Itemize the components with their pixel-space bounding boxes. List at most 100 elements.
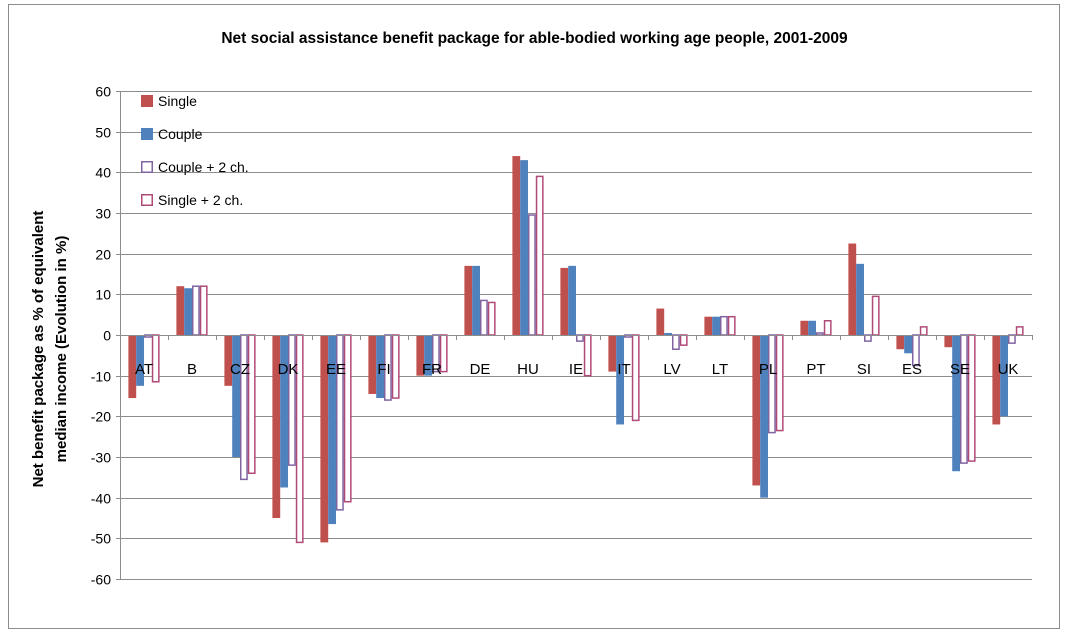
bar-B-couple-2-ch [192,285,200,336]
bar-HU-couple [520,160,528,335]
x-tick-label: PL [759,361,777,378]
y-tick-label: -30 [91,450,111,466]
y-tick-label: 40 [95,165,111,181]
bars [128,156,1024,544]
legend-swatch [141,161,153,173]
y-tick-label: -20 [91,409,111,425]
bar-LV-couple [664,332,672,335]
bar-SI-single [848,243,857,335]
bar-FR-single [416,335,425,376]
x-tick-label: FR [422,361,442,378]
bar-B-couple [184,288,192,335]
legend-label: Couple [158,126,203,142]
y-tick-label: 0 [103,328,111,344]
chart-title: Net social assistance benefit package fo… [221,30,848,47]
bar-B-single [176,286,185,335]
legend-swatch [141,128,153,140]
x-tick-label: DK [278,361,299,378]
bar-IE-couple [568,265,576,335]
axes: -60 -50 -40 -30 -20 -10 0 10 20 30 40 50 60 AT B CZ DK EE… [91,84,1033,588]
bar-IT-couple [616,335,624,425]
bar-UK-single [992,335,1001,425]
bar-SI-single-2-ch [871,295,880,336]
bar-CZ-single [224,335,233,386]
y-tick-label: 30 [95,206,111,222]
bar-DE-couple [472,265,480,335]
bar-DE-single-2-ch [487,301,496,336]
bar-CZ-couple [232,335,240,457]
x-tick-label: LV [663,361,680,378]
bar-SE-couple-2-ch [960,334,968,464]
x-tick-label: SE [950,361,970,378]
bar-LV-single [656,308,665,335]
legend-label: Single [158,93,197,109]
bar-PL-couple [760,335,768,498]
y-axis-label-line1: Net benefit package as % of equivalent [30,211,47,488]
legend-item: Couple [141,126,203,142]
bar-SE-single-2-ch [967,334,976,462]
bar-LT-couple [712,316,720,335]
y-axis-label-line2: median income (Evolution in %) [53,236,70,463]
bar-UK-couple [1000,335,1008,417]
legend-item: Single [141,93,197,109]
x-tick-label: UK [998,361,1019,378]
x-tick-label: SI [857,361,871,378]
bar-IE-single-2-ch [583,334,592,377]
bar-IT-single-2-ch [631,334,640,422]
bar-DK-single [272,335,281,518]
bar-HU-single-2-ch [535,175,544,336]
bar-PT-single-2-ch [823,320,832,336]
bar-LV-couple-2-ch [672,334,680,350]
y-tick-label: -40 [91,491,111,507]
x-tick-label: HU [517,361,539,378]
x-tick-label: FI [377,361,390,378]
bar-AT-couple [136,335,144,386]
legend: Single Couple Couple + 2 ch. Single + 2 ch. [141,93,249,208]
x-tick-label: AT [135,361,153,378]
y-axis-label: Net benefit package as % of equivalent m… [30,211,70,488]
bar-PL-single-2-ch [775,334,784,432]
bar-PL-single [752,335,761,486]
bar-IT-single [608,335,617,372]
bar-PL-couple-2-ch [768,334,776,434]
x-tick-label: DE [470,361,491,378]
x-tick-label: IE [569,361,583,378]
bar-FI-couple [376,335,384,399]
y-tick-label: 20 [95,247,111,263]
bar-ES-couple [904,335,912,354]
y-tick-label: 10 [95,287,111,303]
legend-label: Couple + 2 ch. [158,159,249,175]
bar-FI-single [368,335,377,394]
bar-LV-single-2-ch [679,334,688,346]
bar-HU-couple-2-ch [528,214,536,336]
legend-swatch [141,95,153,107]
bar-DK-couple-2-ch [288,334,296,466]
x-tick-label: CZ [230,361,250,378]
bar-EE-single [320,335,329,543]
y-tick-label: 60 [95,84,111,100]
legend-label: Single + 2 ch. [158,192,243,208]
bar-B-single-2-ch [199,285,208,336]
bar-LT-couple-2-ch [720,315,728,336]
bar-PT-single [800,320,809,335]
bar-SI-couple [856,263,864,335]
x-tick-label: ES [902,361,922,378]
y-tick-label: -10 [91,369,111,385]
legend-swatch [141,194,153,206]
bar-ES-single-2-ch [919,326,928,336]
y-tick-label: 50 [95,125,111,141]
bar-DK-couple [280,335,288,488]
x-tick-label: IT [617,361,630,378]
bar-SE-couple [952,335,960,472]
bar-CZ-single-2-ch [247,334,256,475]
x-tick-label: EE [326,361,346,378]
bar-HU-single [512,156,521,335]
bar-PT-couple [808,320,816,335]
legend-item: Couple + 2 ch. [141,159,249,175]
bar-CZ-couple-2-ch [240,334,248,481]
y-tick-label: -60 [91,572,111,588]
x-tick-label: PT [806,361,825,378]
bar-FI-single-2-ch [391,334,400,399]
bar-AT-single-2-ch [151,334,160,383]
